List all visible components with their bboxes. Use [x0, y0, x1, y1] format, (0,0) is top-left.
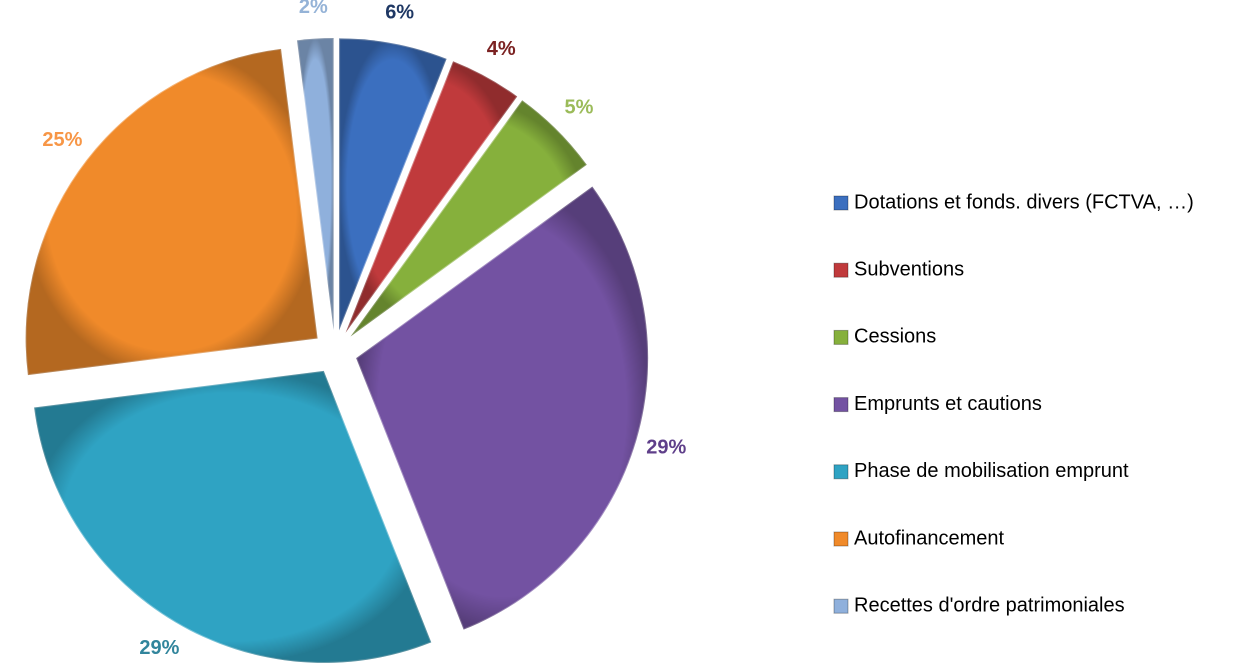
data-label: 4%	[487, 38, 516, 60]
data-label: 6%	[385, 1, 414, 23]
legend-swatch	[833, 397, 849, 413]
data-label: 29%	[139, 637, 179, 659]
legend-swatch	[833, 262, 849, 278]
data-label: 2%	[299, 0, 328, 18]
legend-label: Cessions	[854, 326, 936, 348]
data-label: 25%	[42, 129, 82, 151]
legend-label: Dotations et fonds. divers (FCTVA, …)	[854, 191, 1194, 213]
legend-swatch	[833, 598, 849, 614]
legend-label: Autofinancement	[854, 527, 1005, 549]
pie-slice	[24, 47, 319, 377]
data-label: 29%	[646, 437, 686, 459]
legend-swatch	[833, 464, 849, 480]
legend-swatch	[833, 195, 849, 211]
pie-slice	[32, 369, 433, 664]
legend-label: Subventions	[854, 258, 964, 280]
legend-swatch	[833, 531, 849, 547]
legend-label: Recettes d'ordre patrimoniales	[854, 594, 1125, 616]
legend-swatch	[833, 329, 849, 345]
legend-label: Emprunts et cautions	[854, 393, 1042, 415]
legend-label: Phase de mobilisation emprunt	[854, 460, 1129, 482]
data-label: 5%	[564, 96, 593, 118]
